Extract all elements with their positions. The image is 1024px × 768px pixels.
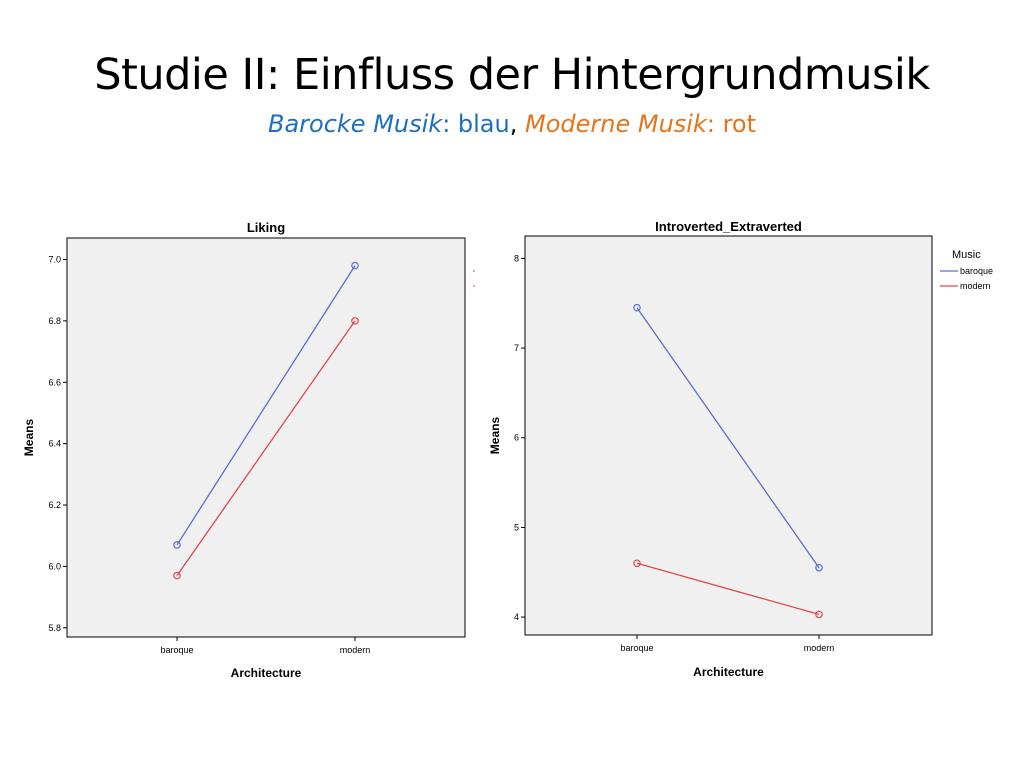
chart1-xtick-label: baroque [160,645,193,655]
chart2-ytick-label: 6 [514,433,519,443]
subtitle-baroque-value: blau [457,110,510,138]
chart1-ytick-label: 6.4 [48,439,61,449]
chart2-series-baroque-line [636,307,820,569]
chart2-series-baroque-point-modern [815,563,823,572]
chart2-plot-area [524,235,933,636]
chart2-ytick-label: 4 [514,612,519,622]
chart2-legend-label-baroque: baroque [960,266,993,276]
slide-title: Studie II: Einfluss der Hintergrundmusik [94,50,930,100]
chart2-series-modern-line [636,562,820,616]
subtitle-modern-label: Moderne Musik [525,110,707,138]
slide-subtitle: Barocke Musik: blau, Moderne Musik: rot [0,110,1024,138]
chart1-ytick-label: 6.6 [48,377,61,387]
chart1-ytick-label: 5.8 [48,623,61,633]
chart2-legend-title: Music [952,249,981,261]
chart2-title: Introverted_Extraverted [655,219,802,234]
subtitle-baroque-label: Barocke Musik [267,110,443,138]
subtitle-comma: , [509,110,525,138]
chart1-xtick-label: modern [340,645,371,655]
chart2-series-modern-point-baroque [633,559,641,568]
chart2-ytick-label: 5 [514,522,519,532]
chart1-ytick-label: 7.0 [48,254,61,264]
chart2-series-baroque-point-baroque [633,303,641,312]
subtitle-modern-value: rot [722,110,757,138]
chart2-series-modern-point-modern [815,610,823,619]
chart1-xlabel: Architecture [231,666,302,680]
chart2-legend-label-modern: modern [960,281,991,291]
chart1-series-baroque-point-modern [351,261,359,270]
chart2-ytick-label: 8 [514,253,519,263]
subtitle-modern-sep: : [706,110,723,138]
chart1-series-modern-point-modern [351,317,359,325]
chart2-ytick-label: 7 [514,343,519,353]
chart1-ylabel: Means [22,419,36,457]
chart1-series-modern-line [176,320,356,576]
chart1-ytick-label: 6.8 [48,316,61,326]
chart2-xtick-label: baroque [620,643,653,653]
chart1-series-baroque-point-baroque [173,541,181,549]
chart2-xtick-label: modern [804,643,835,653]
chart1-series-baroque-line [176,265,356,546]
chart2-ylabel: Means [488,417,502,455]
chart1-series-modern-point-baroque [173,571,181,580]
chart1-title: Liking [247,220,285,235]
subtitle-baroque-sep: : [442,110,458,138]
chart1-ytick-label: 6.0 [48,561,61,571]
chart1-ytick-label: 6.2 [48,500,61,510]
chart2-xlabel: Architecture [693,665,764,679]
chart1-plot-area [66,237,466,638]
